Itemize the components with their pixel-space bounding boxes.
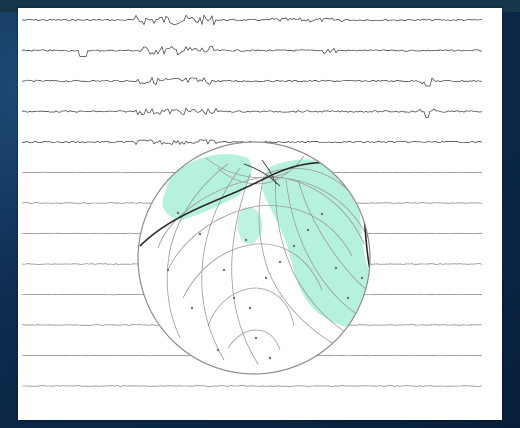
positive-region-upper-left xyxy=(162,154,252,220)
positive-region-small xyxy=(237,207,263,245)
electrode-dot xyxy=(334,266,338,270)
eeg-trace-2 xyxy=(21,45,483,57)
electrode-dot xyxy=(254,336,258,340)
electrode-dot xyxy=(244,238,248,242)
electrode-dot xyxy=(320,212,324,216)
eeg-trace-1 xyxy=(22,14,483,27)
electrode-dot xyxy=(292,244,296,248)
eeg-trace-3 xyxy=(21,76,483,87)
figure-sheet xyxy=(18,8,502,420)
electrode-dot xyxy=(264,276,268,280)
electrode-markers xyxy=(166,211,364,360)
electrode-dot xyxy=(248,306,252,310)
electrode-dot xyxy=(166,268,170,272)
electrode-dot xyxy=(232,296,236,300)
eeg-trace-13 xyxy=(22,385,483,387)
positive-region-right xyxy=(262,159,370,332)
electrode-dot xyxy=(346,296,350,300)
electrode-dot xyxy=(190,306,194,310)
eeg-topography-figure xyxy=(21,14,483,387)
eeg-trace-4 xyxy=(21,107,483,118)
electrode-dot xyxy=(222,268,226,272)
electrode-dot xyxy=(360,276,364,280)
electrode-dot xyxy=(216,348,220,352)
electrode-dot xyxy=(176,211,180,215)
scalp-map xyxy=(137,141,371,375)
electrode-dot xyxy=(278,260,282,264)
nodal-crossing xyxy=(243,159,281,187)
scalp-sphere-outline xyxy=(137,141,371,375)
nodal-line-left xyxy=(139,173,275,247)
electrode-dot xyxy=(306,228,310,232)
electrode-dot xyxy=(268,356,272,360)
electrode-dot xyxy=(198,232,202,236)
contour-lines xyxy=(157,155,370,365)
